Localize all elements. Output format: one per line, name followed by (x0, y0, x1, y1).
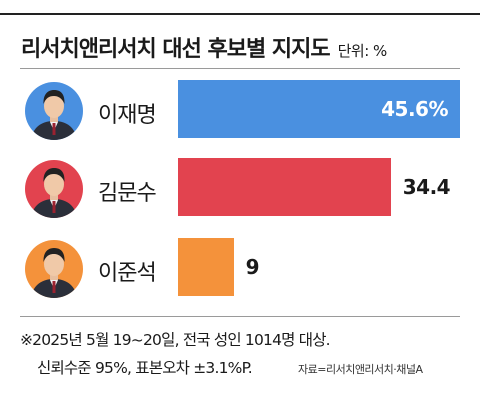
bottom-rule (20, 316, 460, 317)
bar-row: 이재명 45.6% (0, 74, 480, 154)
bar-row: 이준석 9 (0, 232, 480, 312)
bar-row: 김문수 34.4 (0, 152, 480, 232)
candidate-avatar (25, 240, 83, 298)
category-label: 이재명 (98, 103, 157, 128)
candidate-avatar (25, 160, 83, 218)
data-label: 45.6% (381, 97, 448, 121)
data-label: 34.4 (402, 175, 451, 199)
title-rule (20, 68, 460, 69)
source-label: 자료=리서치앤리서치·채널A (298, 363, 423, 376)
bar (178, 158, 391, 216)
survey-note-line1: ※2025년 5월 19~20일, 전국 성인 1014명 대상. (20, 331, 331, 349)
candidate-avatar (25, 82, 83, 140)
unit-label: 단위: % (337, 42, 388, 60)
bar (178, 238, 234, 296)
bar (178, 80, 460, 138)
top-rule (0, 13, 480, 15)
category-label: 이준석 (98, 261, 157, 286)
category-label: 김문수 (98, 181, 157, 206)
data-label: 9 (245, 255, 260, 279)
chart-title: 리서치앤리서치 대선 후보별 지지도 (21, 37, 331, 62)
survey-note-line2: 신뢰수준 95%, 표본오차 ±3.1%P. (37, 359, 253, 377)
title-row: 리서치앤리서치 대선 후보별 지지도 단위: % (21, 31, 387, 63)
